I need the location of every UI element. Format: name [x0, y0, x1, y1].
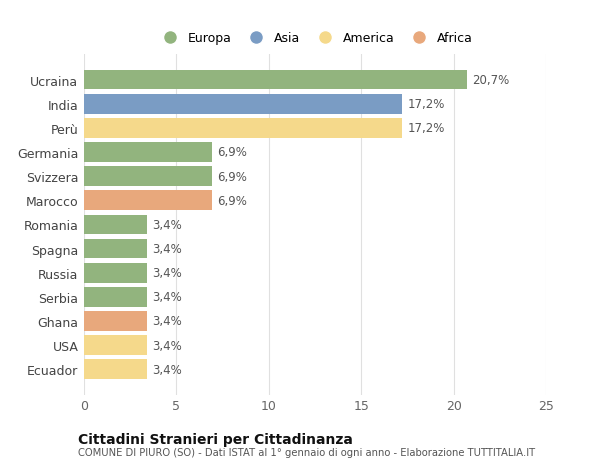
Bar — [84, 191, 212, 211]
Text: Cittadini Stranieri per Cittadinanza: Cittadini Stranieri per Cittadinanza — [78, 432, 353, 446]
Bar — [84, 143, 212, 162]
Text: 3,4%: 3,4% — [152, 218, 182, 231]
Text: 6,9%: 6,9% — [217, 194, 247, 207]
Text: 3,4%: 3,4% — [152, 242, 182, 256]
Bar — [84, 239, 147, 259]
Text: 17,2%: 17,2% — [407, 122, 445, 135]
Text: COMUNE DI PIURO (SO) - Dati ISTAT al 1° gennaio di ogni anno - Elaborazione TUTT: COMUNE DI PIURO (SO) - Dati ISTAT al 1° … — [78, 448, 535, 458]
Bar — [84, 287, 147, 307]
Bar — [84, 311, 147, 331]
Text: 3,4%: 3,4% — [152, 291, 182, 304]
Text: 6,9%: 6,9% — [217, 170, 247, 183]
Bar — [84, 71, 467, 90]
Bar — [84, 215, 147, 235]
Text: 3,4%: 3,4% — [152, 339, 182, 352]
Text: 3,4%: 3,4% — [152, 267, 182, 280]
Legend: Europa, Asia, America, Africa: Europa, Asia, America, Africa — [152, 28, 478, 50]
Bar — [84, 263, 147, 283]
Text: 6,9%: 6,9% — [217, 146, 247, 159]
Text: 17,2%: 17,2% — [407, 98, 445, 111]
Bar — [84, 336, 147, 355]
Text: 3,4%: 3,4% — [152, 315, 182, 328]
Bar — [84, 119, 402, 139]
Bar — [84, 167, 212, 187]
Text: 3,4%: 3,4% — [152, 363, 182, 376]
Bar — [84, 359, 147, 379]
Bar — [84, 95, 402, 114]
Text: 20,7%: 20,7% — [472, 74, 509, 87]
